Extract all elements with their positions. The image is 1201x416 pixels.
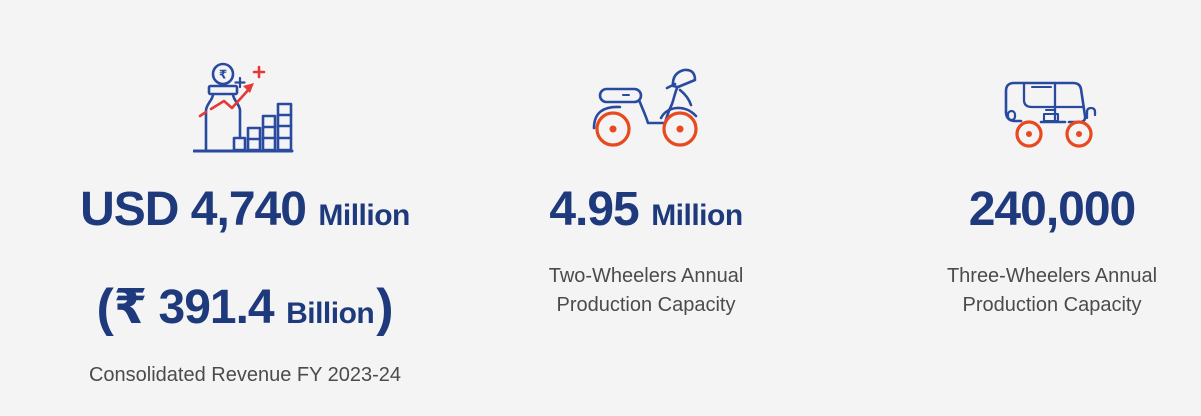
two-wheeler-caption-line1: Two-Wheelers Annual: [548, 265, 744, 287]
auto-rickshaw-icon: [902, 0, 1201, 148]
revenue-growth-icon: ₹: [0, 0, 490, 153]
svg-text:₹: ₹: [219, 68, 227, 82]
front-wheel: [1015, 120, 1043, 148]
two-wheeler-value: 4.95: [549, 183, 639, 236]
revenue-inr-unit: Billion: [286, 297, 375, 330]
two-wheeler-caption-line2: Production Capacity: [556, 294, 736, 316]
three-wheeler-caption-line2: Production Capacity: [962, 294, 1142, 316]
rear-wheel: [1065, 120, 1093, 148]
three-wheeler-caption-line1: Three-Wheelers Annual: [946, 265, 1158, 287]
two-wheeler-unit: Million: [651, 199, 743, 232]
front-wheel: [662, 111, 698, 147]
revenue-value-line: USD 4,740 Million: [0, 186, 490, 234]
revenue-usd-unit: Million: [318, 199, 410, 232]
bar-chart-bars: [232, 102, 293, 152]
auto-rickshaw-icon: [1004, 81, 1097, 148]
stat-consolidated-revenue: ₹: [0, 0, 490, 416]
revenue-usd-value: USD 4,740: [80, 183, 307, 236]
three-wheeler-value-line: 240,000: [902, 186, 1201, 234]
two-wheeler-value-line: 4.95 Million: [450, 186, 842, 234]
three-wheeler-caption: Three-Wheelers Annual Production Capacit…: [902, 262, 1201, 320]
stat-two-wheeler-capacity: 4.95 Million Two-Wheelers Annual Product…: [450, 0, 842, 416]
scooter-icon: [450, 0, 842, 148]
close-paren: ): [376, 279, 394, 337]
revenue-growth-icon: ₹: [193, 62, 294, 153]
revenue-caption: Consolidated Revenue FY 2023-24: [88, 364, 402, 386]
two-wheeler-caption: Two-Wheelers Annual Production Capacity: [450, 262, 842, 320]
revenue-inr-value: ₹ 391.4: [113, 281, 275, 334]
revenue-inr-line: (₹ 391.4 Billion): [0, 282, 490, 334]
scooter-icon: [592, 68, 698, 147]
rear-wheel: [595, 111, 631, 147]
open-paren: (: [96, 279, 114, 337]
three-wheeler-value: 240,000: [968, 183, 1137, 236]
stat-three-wheeler-capacity: 240,000 Three-Wheelers Annual Production…: [902, 0, 1201, 416]
